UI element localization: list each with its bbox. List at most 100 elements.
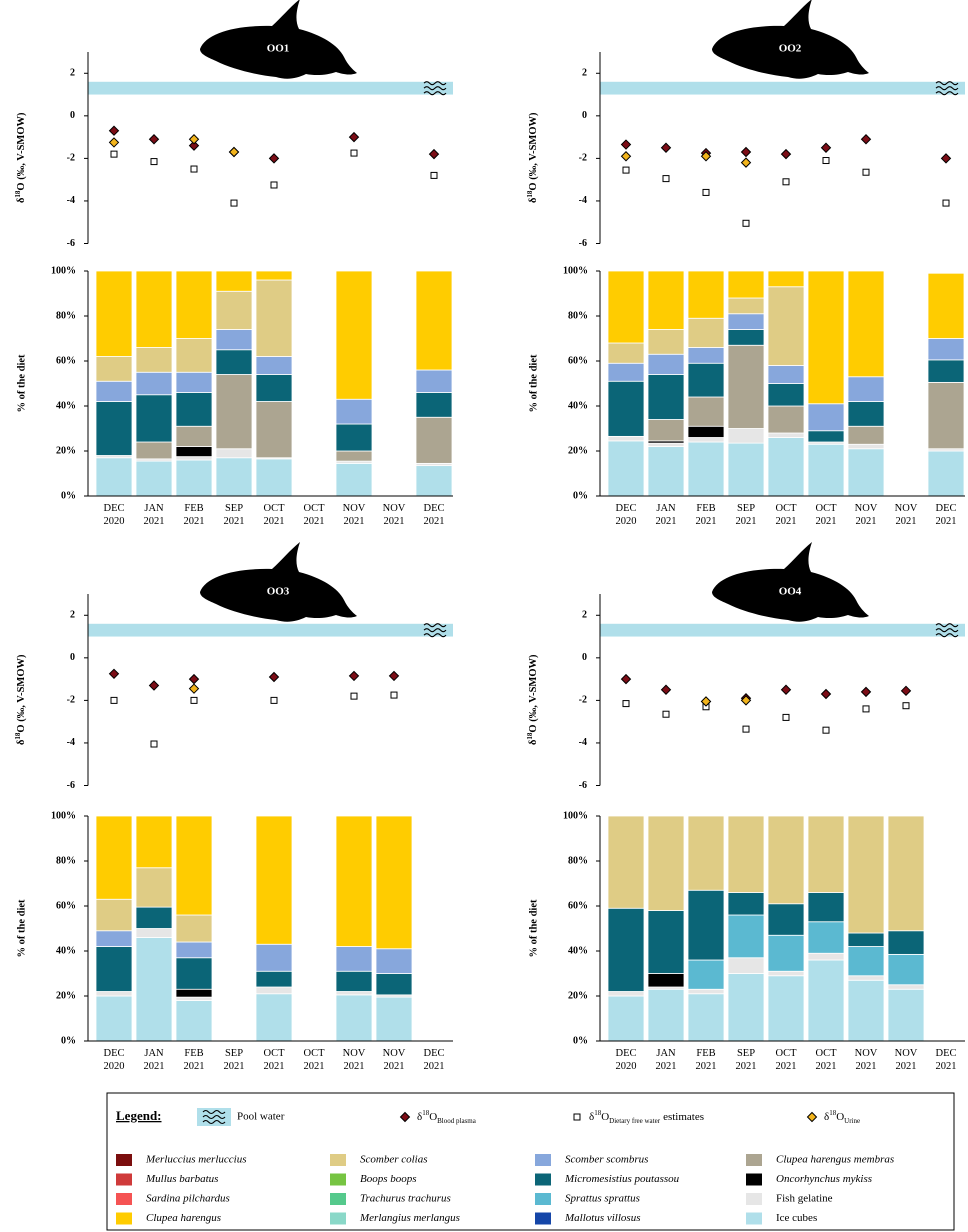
bar-segment — [767, 270, 805, 288]
x-tick-label: DEC 2020 — [104, 503, 125, 527]
y-tick-label: -6 — [579, 238, 587, 249]
wave-icon — [423, 628, 447, 633]
legend-swatch — [330, 1154, 346, 1166]
legend-label: Mullus barbatus — [145, 1173, 218, 1185]
bar-segment — [767, 405, 805, 434]
bar-segment — [767, 432, 805, 438]
data-point — [620, 139, 632, 150]
bar-segment — [135, 815, 173, 869]
x-tick-label-line: 2021 — [736, 1061, 757, 1072]
data-point — [942, 199, 950, 207]
text-part: O (‰, V-SMOW) — [528, 112, 539, 191]
data-point — [108, 137, 120, 148]
x-tick-label-line: 2021 — [144, 516, 165, 527]
x-tick-label-line: NOV — [895, 503, 918, 514]
bar-segment — [687, 362, 725, 398]
y-tick-label: -2 — [579, 153, 587, 164]
y-tick-label: 100% — [563, 265, 588, 276]
x-tick-label-line: 2021 — [384, 516, 405, 527]
legend-label: Trachurus trachurus — [360, 1193, 451, 1205]
data-point — [390, 691, 398, 699]
wave-icon — [935, 623, 959, 628]
whale: OO3 — [200, 542, 357, 622]
data-point — [110, 150, 118, 158]
bar-segment — [607, 380, 645, 437]
x-tick-label-line: FEB — [696, 503, 715, 514]
x-tick-label-line: 2021 — [224, 1061, 245, 1072]
bar-segment — [807, 270, 845, 405]
x-tick-label-line: JAN — [144, 1048, 164, 1059]
x-tick-label-line: DEC — [936, 503, 957, 514]
data-point — [662, 710, 670, 718]
bar-segment — [847, 975, 885, 981]
legend-label: δ18ODietary free water estimates — [589, 1109, 704, 1125]
data-point — [228, 146, 240, 158]
legend-marker — [399, 1111, 411, 1123]
y-tick-label: 40% — [56, 945, 76, 956]
wave-icon — [423, 623, 447, 628]
x-tick-label: NOV 2021 — [383, 1048, 406, 1072]
text-part: O (‰, V-SMOW) — [16, 654, 27, 733]
bar-segment — [95, 946, 133, 992]
x-tick-label-line: NOV — [383, 1048, 406, 1059]
whale-shape — [712, 542, 869, 622]
bar-segment — [335, 991, 373, 996]
text-part: δ — [824, 1111, 829, 1123]
x-tick-label: DEC 2021 — [424, 1048, 445, 1072]
text-part: O — [429, 1111, 437, 1123]
bar-segment — [335, 946, 373, 972]
x-tick-label: OCT 2021 — [816, 1048, 838, 1072]
y-axis-label: % of the diet — [16, 899, 27, 958]
bar-segment — [847, 448, 885, 497]
legend-swatch — [330, 1173, 346, 1186]
text-part: O (‰, V-SMOW) — [528, 654, 539, 733]
data-point — [700, 696, 712, 707]
legend-swatch — [116, 1154, 132, 1166]
bar-segment — [175, 815, 213, 916]
bar-segment — [175, 392, 213, 427]
data-point — [660, 684, 672, 695]
text-sub: Urine — [844, 1117, 860, 1125]
bar-segment — [415, 392, 453, 418]
y-tick-label: -6 — [67, 780, 75, 791]
bar-segment — [687, 396, 725, 427]
x-tick-label-line: 2021 — [696, 1061, 717, 1072]
x-tick-label-line: 2021 — [424, 516, 445, 527]
legend-swatch — [330, 1193, 346, 1205]
legend-label: Clupea harengus — [146, 1212, 221, 1224]
x-tick-label-line: 2021 — [776, 516, 797, 527]
whale-shape — [712, 0, 869, 79]
y-tick-label: 40% — [56, 400, 76, 411]
pool-water-band — [88, 81, 453, 95]
text-sup: 18 — [422, 1109, 430, 1117]
x-tick-label-line: NOV — [383, 503, 406, 514]
x-tick-label-line: NOV — [343, 503, 366, 514]
data-point — [188, 134, 200, 145]
y-tick-label: 20% — [568, 990, 588, 1001]
bar-segment — [375, 996, 413, 1042]
legend-label: δ18OUrine — [824, 1109, 860, 1125]
legend-label: Fish gelatine — [776, 1193, 833, 1205]
bar-segment — [687, 347, 725, 364]
bar-segment — [927, 381, 965, 450]
x-tick-label-line: SEP — [225, 503, 243, 514]
bar-segment — [807, 921, 845, 954]
bar-segment — [95, 457, 133, 497]
legend-swatch — [535, 1173, 551, 1186]
bar-segment — [727, 892, 765, 916]
bar-segment — [647, 815, 685, 911]
x-tick-label-line: DEC — [424, 1048, 445, 1059]
x-tick-label: NOV 2021 — [855, 1048, 878, 1072]
text-sub: Blood plasma — [437, 1117, 477, 1125]
bar-segment — [727, 344, 765, 429]
bar-segment — [807, 952, 845, 961]
bar-segment — [135, 867, 173, 908]
bar-segment — [607, 342, 645, 364]
x-tick-label-line: OCT — [264, 1048, 286, 1059]
bar-segment — [95, 356, 133, 382]
y-axis-label: δ18O (‰, V-SMOW) — [526, 112, 540, 203]
data-point — [782, 713, 790, 721]
bar-segment — [727, 914, 765, 959]
bar-segment — [255, 458, 293, 497]
